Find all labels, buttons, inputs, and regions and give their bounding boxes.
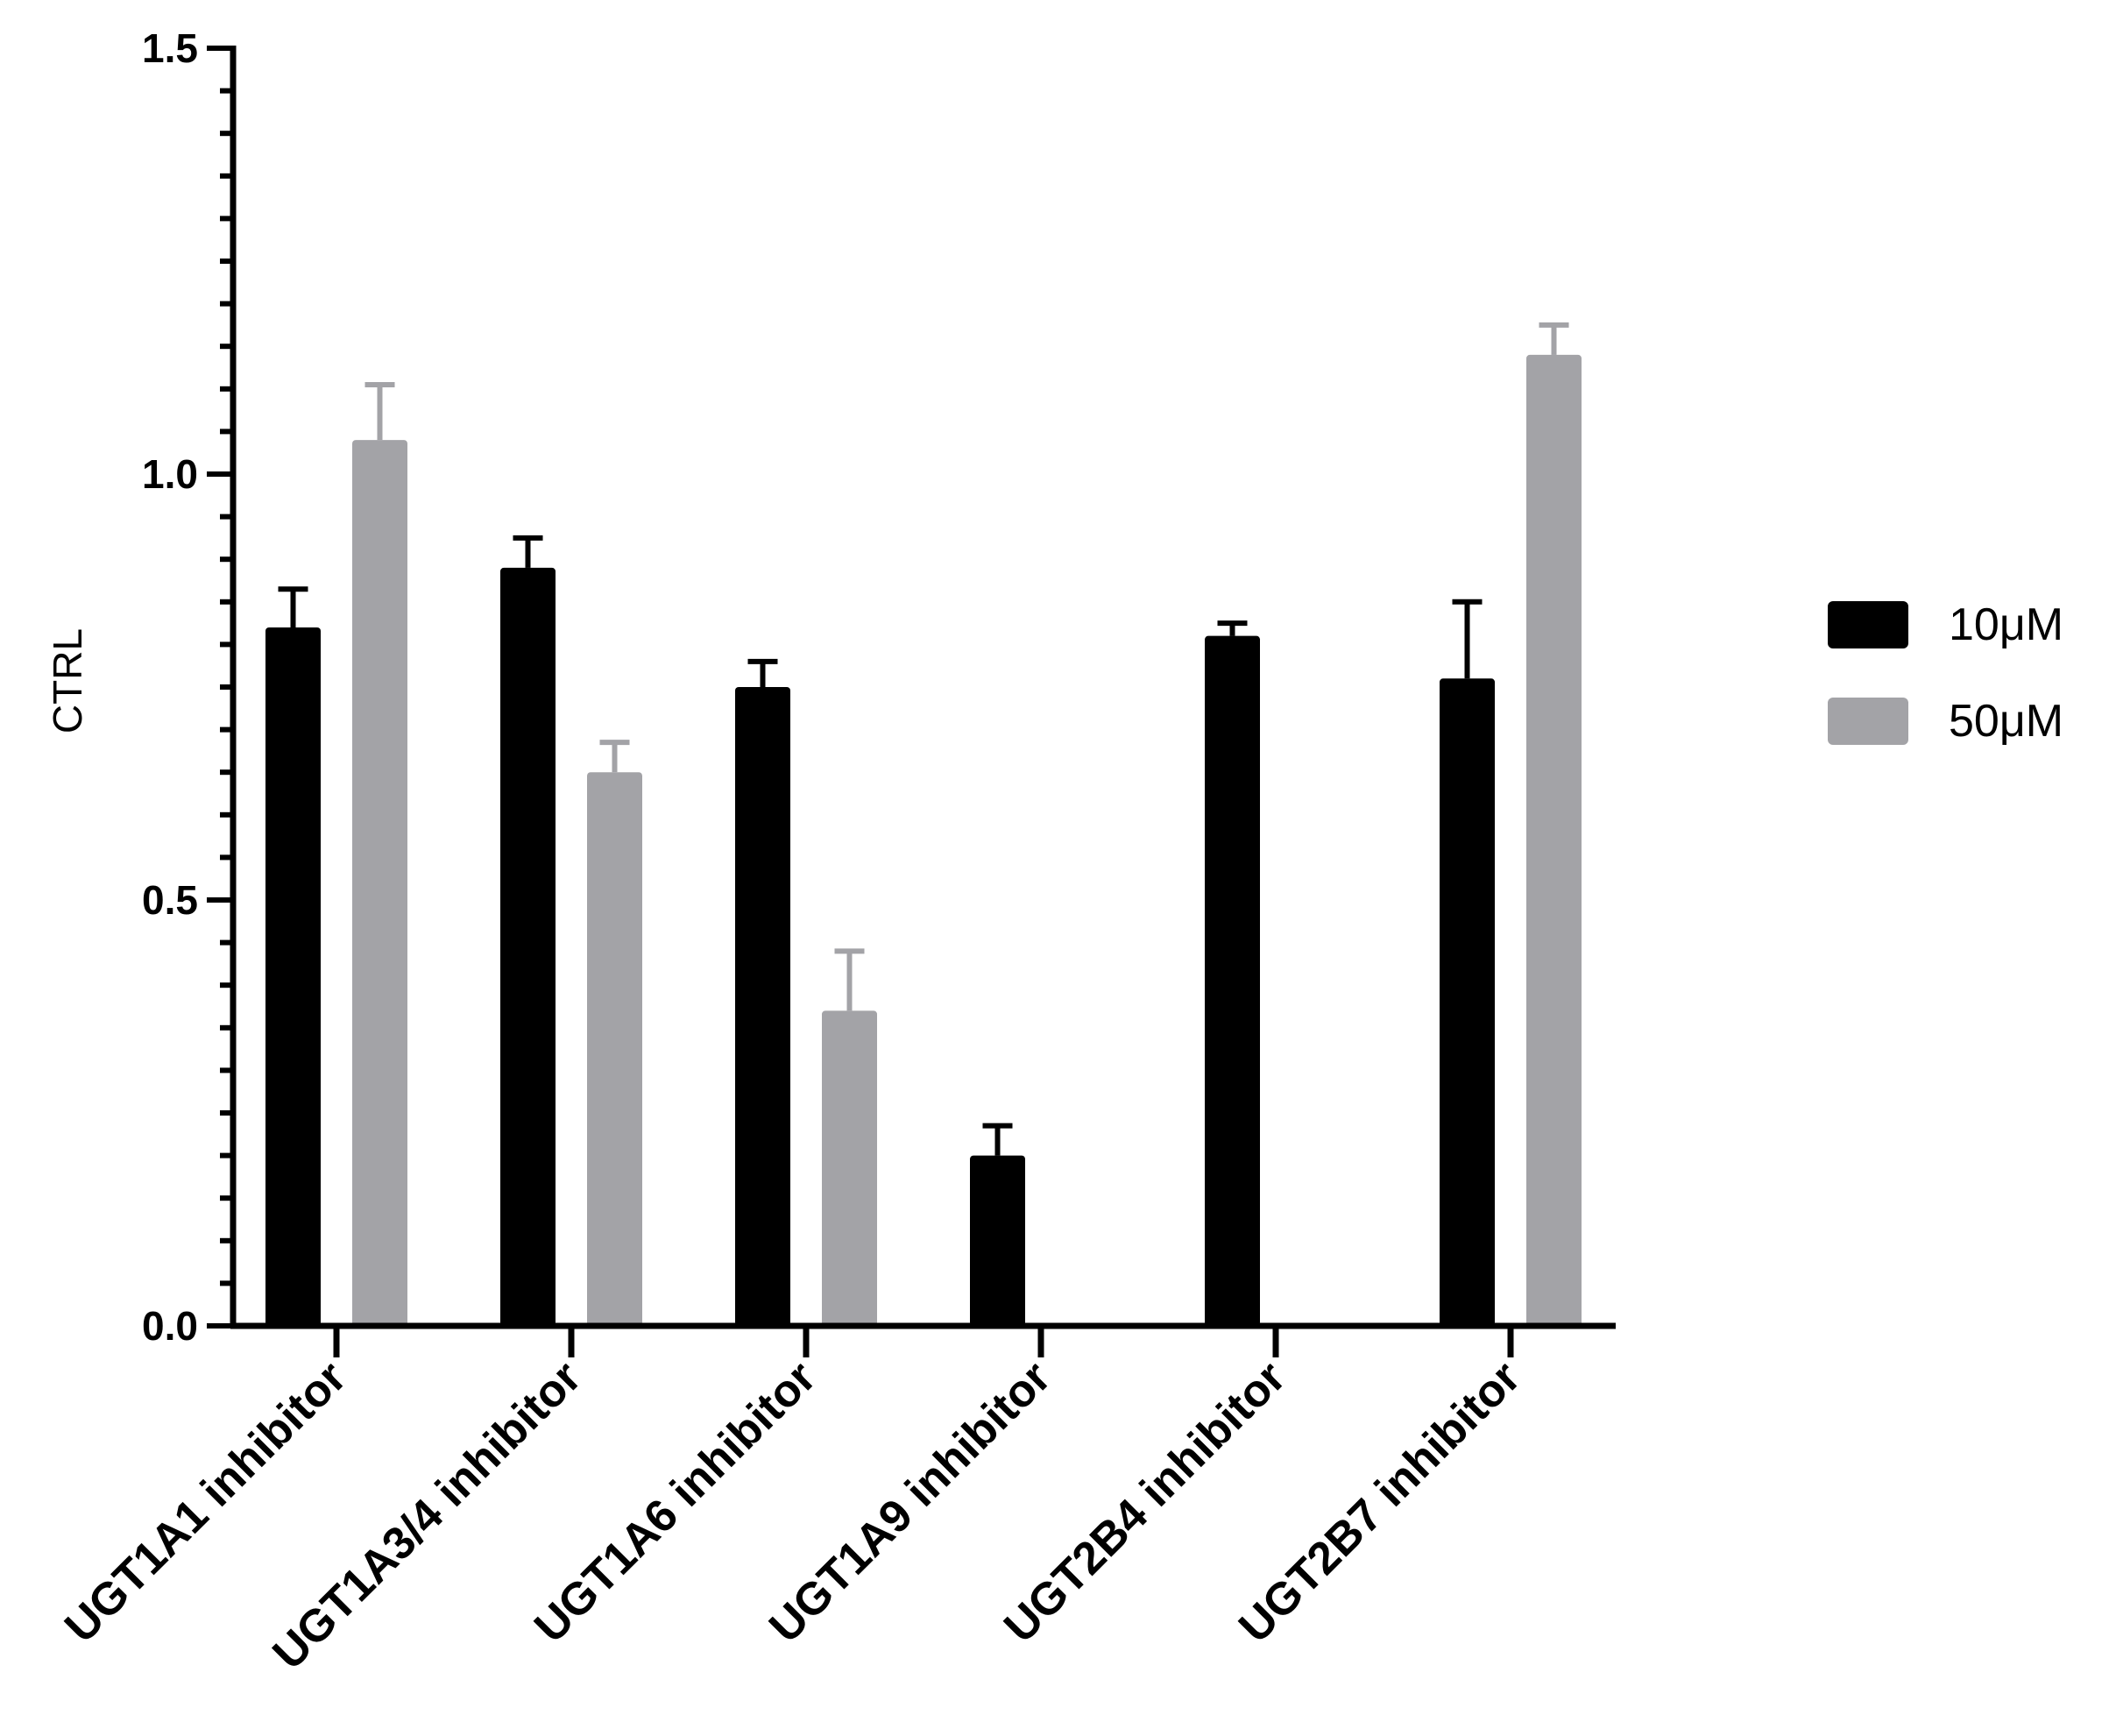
- bar: [352, 440, 407, 1326]
- legend-label: 10μM: [1949, 599, 2063, 650]
- axes-layer: [207, 46, 1616, 1357]
- y-tick-label: 1.5: [142, 25, 198, 71]
- legend: 10μM 50μM: [1828, 599, 2063, 747]
- bar: [822, 1010, 877, 1326]
- legend-swatch: [1828, 698, 1908, 745]
- bar: [1205, 635, 1260, 1326]
- legend-label: 50μM: [1949, 696, 2063, 747]
- bar: [1526, 354, 1582, 1326]
- y-tick-label: 0.5: [142, 877, 198, 923]
- y-axis-title: CTRL: [45, 628, 90, 733]
- bar: [265, 627, 321, 1326]
- bar: [1440, 678, 1495, 1326]
- y-tick-label: 1.0: [142, 451, 198, 497]
- bar: [500, 567, 556, 1326]
- legend-swatch: [1828, 601, 1908, 648]
- bar: [970, 1155, 1025, 1326]
- bar: [735, 687, 790, 1326]
- y-tick-label: 0.0: [142, 1303, 198, 1349]
- bar: [587, 772, 642, 1326]
- bars-layer: [265, 322, 1582, 1326]
